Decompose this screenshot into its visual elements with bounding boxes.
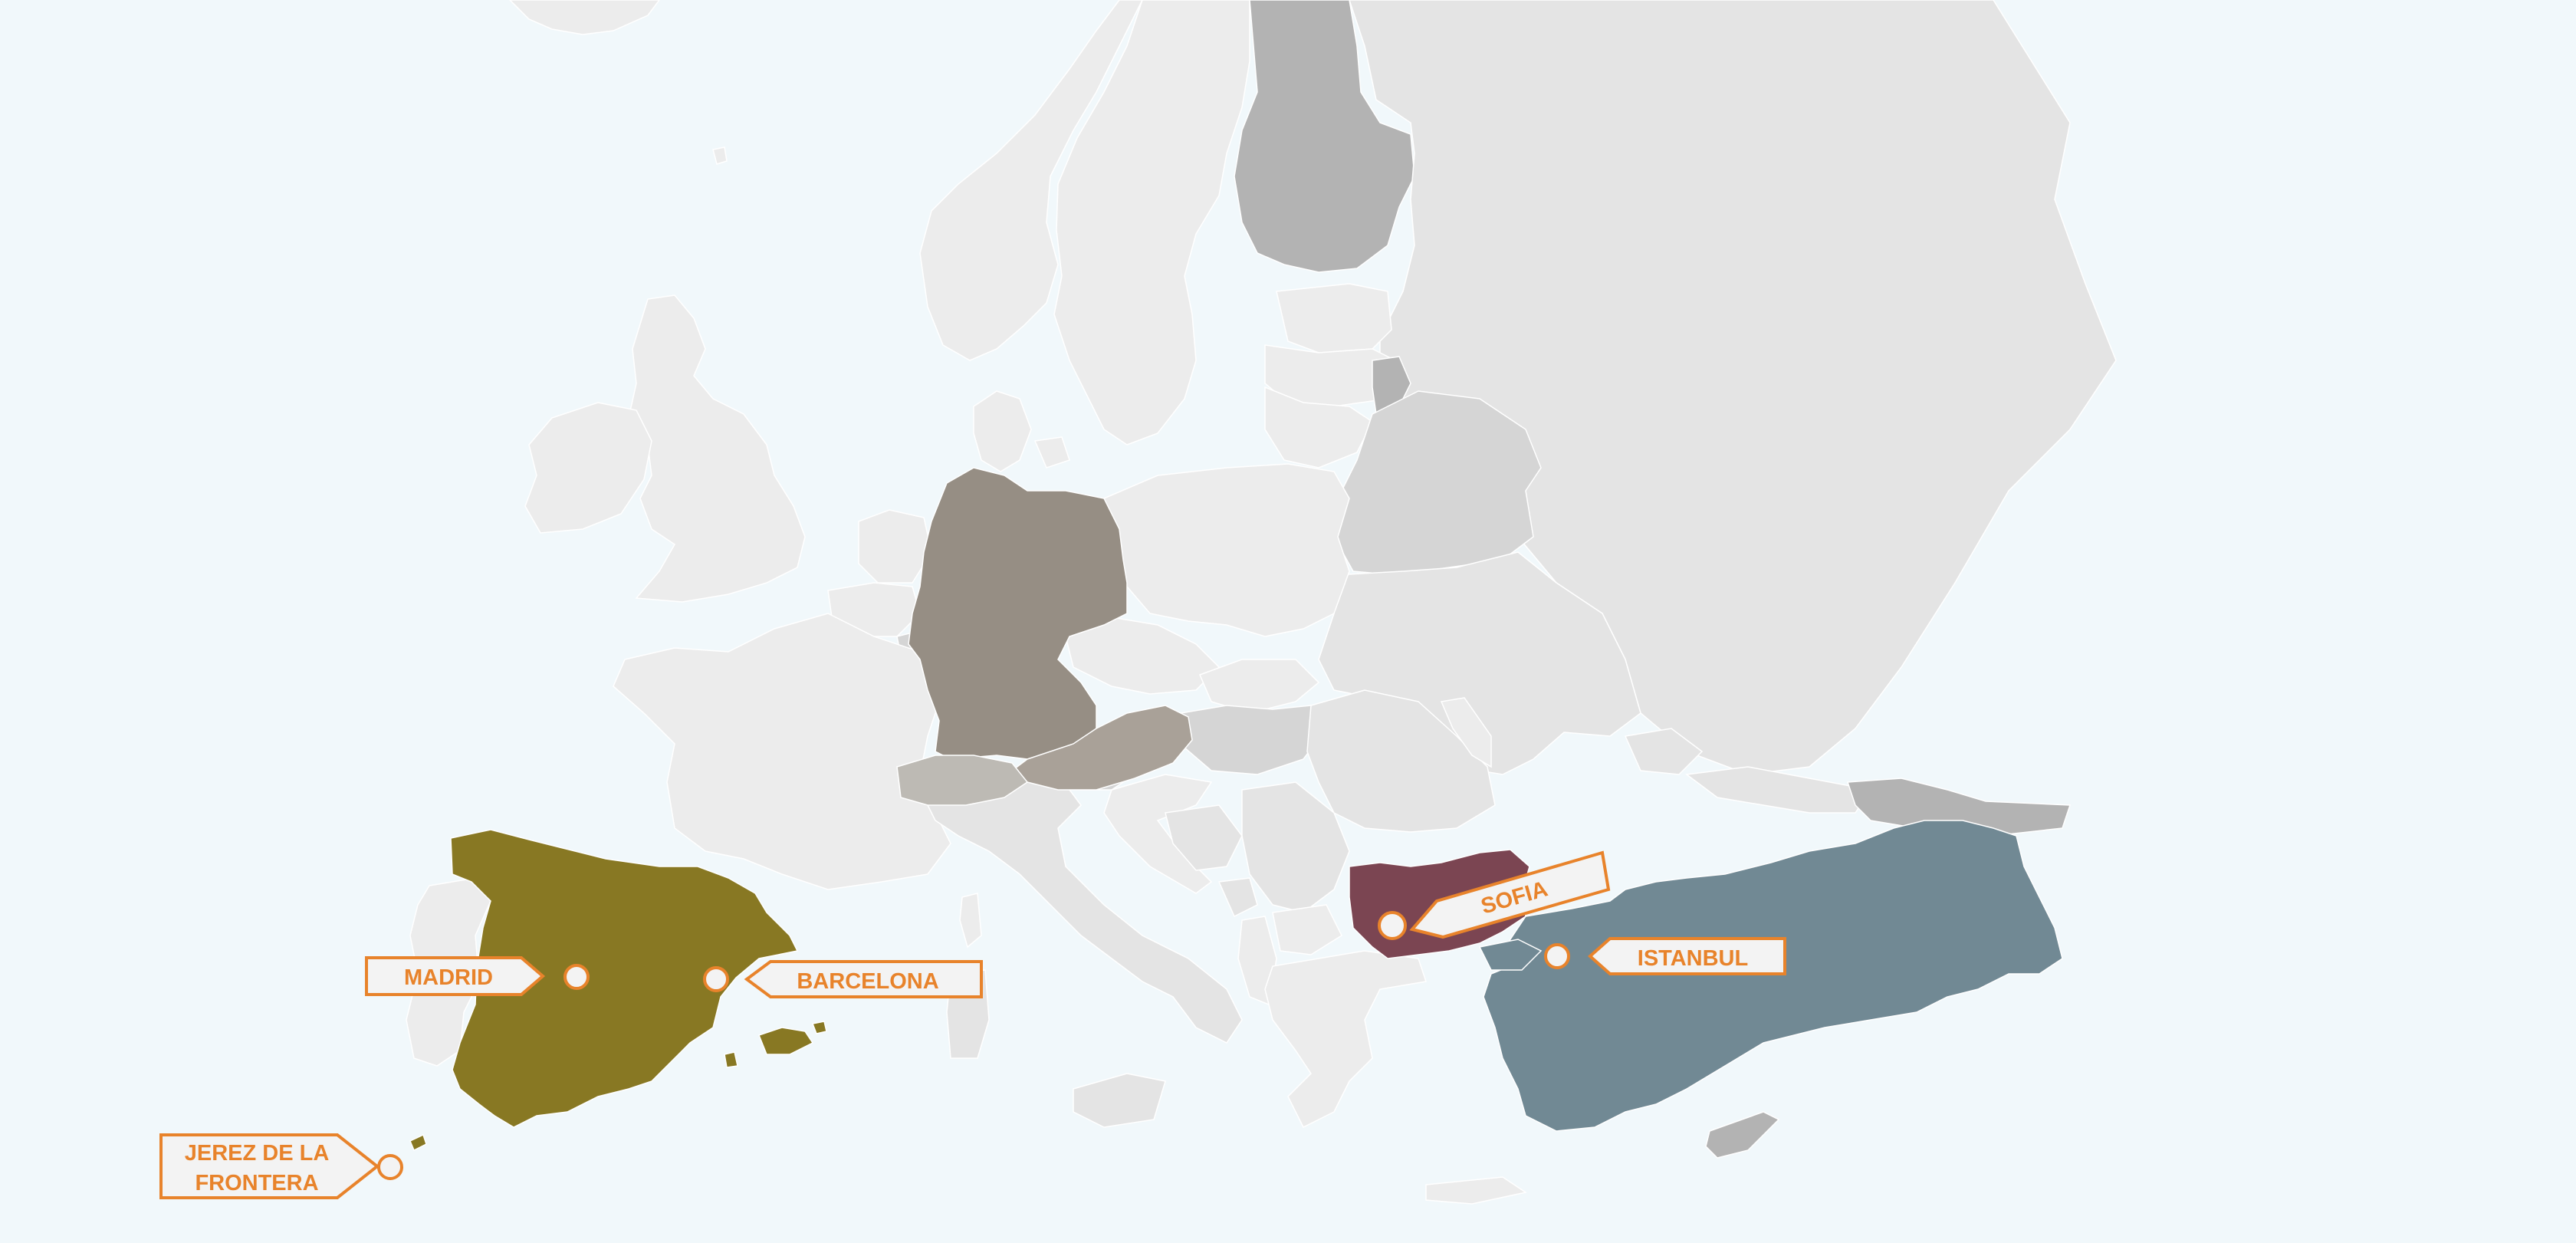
city-marker-barcelona[interactable]: BARCELONA bbox=[703, 960, 983, 998]
country-denmark bbox=[973, 390, 1070, 472]
istanbul-label-box bbox=[1587, 937, 1786, 975]
country-ireland bbox=[524, 402, 652, 534]
barcelona-label: BARCELONA bbox=[797, 969, 938, 994]
country-turkey bbox=[1483, 820, 2063, 1132]
country-ukraine bbox=[1318, 551, 1641, 775]
barcelona-label-box bbox=[744, 960, 983, 998]
country-spain bbox=[450, 829, 799, 1128]
country-austria bbox=[1010, 705, 1193, 791]
country-lithuania bbox=[1264, 386, 1373, 469]
jerez-label-line1: JEREZ DE LA bbox=[185, 1141, 330, 1166]
country-north-macedonia bbox=[1272, 904, 1342, 955]
region-thrace bbox=[1478, 939, 1543, 971]
barcelona-pin bbox=[703, 966, 729, 992]
country-italy bbox=[918, 770, 1243, 1044]
country-switzerland bbox=[896, 755, 1029, 806]
island-crete bbox=[1425, 1176, 1527, 1205]
island-mallorca bbox=[758, 1027, 814, 1055]
country-montenegro bbox=[1217, 877, 1258, 918]
island-canary bbox=[409, 1133, 427, 1152]
country-poland bbox=[1103, 463, 1350, 637]
city-marker-istanbul[interactable]: ISTANBUL bbox=[1544, 937, 1786, 975]
jerez-label-line2: FRONTERA bbox=[195, 1171, 318, 1195]
country-georgia bbox=[1846, 778, 2072, 837]
sofia-pin bbox=[1378, 911, 1407, 940]
city-marker-madrid[interactable]: MADRID bbox=[365, 956, 590, 996]
madrid-label-box bbox=[365, 956, 546, 996]
island-minorca bbox=[811, 1021, 827, 1034]
country-serbia bbox=[1241, 781, 1350, 913]
country-france bbox=[613, 613, 951, 890]
island-faroe bbox=[712, 146, 728, 165]
country-bosnia bbox=[1165, 804, 1243, 871]
country-romania bbox=[1306, 689, 1496, 833]
country-finland bbox=[1234, 0, 1415, 273]
city-marker-jerez[interactable]: JEREZ DE LA FRONTERA bbox=[159, 1133, 403, 1199]
country-slovakia bbox=[1198, 659, 1320, 714]
istanbul-pin bbox=[1544, 943, 1570, 969]
country-moldova bbox=[1440, 697, 1492, 768]
city-marker-sofia[interactable]: SOFIA bbox=[1378, 850, 1611, 940]
sofia-label-box bbox=[1409, 850, 1611, 939]
country-iceland bbox=[508, 0, 660, 35]
region-caucasus bbox=[1685, 766, 1872, 814]
island-sicily bbox=[1073, 1073, 1166, 1128]
madrid-label: MADRID bbox=[404, 965, 493, 990]
country-sweden bbox=[1053, 0, 1250, 446]
country-germany bbox=[908, 467, 1128, 760]
island-ibiza bbox=[724, 1051, 738, 1068]
country-estonia bbox=[1276, 283, 1392, 353]
island-corsica bbox=[959, 893, 982, 949]
istanbul-label: ISTANBUL bbox=[1638, 946, 1748, 971]
jerez-pin bbox=[377, 1154, 403, 1180]
region-crimea bbox=[1624, 728, 1704, 775]
jerez-label-box bbox=[159, 1133, 380, 1199]
island-cyprus bbox=[1705, 1111, 1780, 1159]
madrid-pin bbox=[564, 964, 590, 990]
country-norway bbox=[919, 0, 1143, 361]
